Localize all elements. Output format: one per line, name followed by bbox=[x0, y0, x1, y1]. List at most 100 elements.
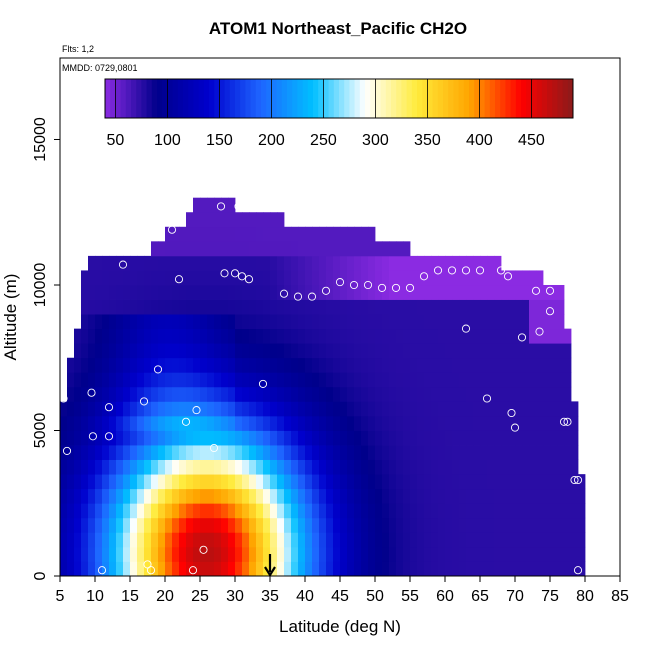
heat-cell bbox=[494, 474, 502, 490]
colorbar-segment bbox=[297, 79, 304, 118]
heat-cell bbox=[123, 430, 131, 446]
heat-cell bbox=[235, 401, 243, 417]
heat-cell bbox=[361, 445, 369, 460]
colorbar-segment bbox=[557, 79, 564, 118]
heat-cell bbox=[277, 401, 285, 417]
heat-cell bbox=[235, 241, 243, 257]
heat-cell bbox=[305, 415, 313, 431]
flights-note: Flts: 1,2 bbox=[62, 44, 94, 54]
heat-cell bbox=[550, 503, 558, 519]
heat-cell bbox=[158, 517, 166, 533]
sample-point bbox=[510, 423, 520, 432]
heat-cell bbox=[403, 401, 411, 417]
heat-cell bbox=[95, 314, 103, 330]
heat-cell bbox=[221, 299, 229, 315]
sample-point bbox=[531, 286, 541, 295]
heat-cell bbox=[382, 430, 390, 446]
heat-cell bbox=[60, 415, 68, 431]
heat-cell bbox=[123, 386, 131, 402]
heat-cell bbox=[375, 343, 383, 359]
heat-cell bbox=[186, 474, 194, 490]
heat-cell bbox=[361, 517, 369, 533]
heat-cell bbox=[417, 561, 425, 577]
heat-cell bbox=[207, 386, 215, 402]
heat-cell bbox=[193, 212, 201, 228]
heat-cell bbox=[361, 241, 369, 257]
heat-cell bbox=[452, 532, 460, 548]
heat-cell bbox=[298, 488, 306, 504]
heat-cell bbox=[186, 255, 194, 271]
heat-cell bbox=[109, 546, 117, 562]
heat-cell bbox=[347, 299, 355, 315]
heat-cell bbox=[473, 372, 481, 388]
heat-cell bbox=[256, 328, 264, 344]
heat-cell bbox=[179, 532, 187, 548]
colorbar-segment bbox=[167, 79, 174, 118]
heat-cell bbox=[459, 255, 467, 271]
heat-cell bbox=[508, 372, 516, 388]
heat-cell bbox=[263, 284, 271, 300]
heat-cell bbox=[88, 255, 96, 271]
heat-cell bbox=[242, 284, 250, 300]
heat-cell bbox=[214, 255, 222, 271]
heat-cell bbox=[270, 343, 278, 359]
heat-cell bbox=[228, 357, 236, 373]
heat-cell bbox=[326, 255, 334, 271]
heat-cell bbox=[333, 546, 341, 562]
heat-cell bbox=[277, 532, 285, 548]
heat-cell bbox=[291, 372, 299, 388]
heat-cell bbox=[375, 517, 383, 533]
heat-cell bbox=[151, 445, 159, 460]
colorbar-segment bbox=[193, 79, 200, 118]
heat-cell bbox=[361, 328, 369, 344]
heat-cell bbox=[382, 561, 390, 577]
heat-cell bbox=[123, 532, 131, 548]
heat-cell bbox=[60, 474, 68, 490]
heat-cell bbox=[116, 357, 124, 373]
heat-cell bbox=[480, 255, 488, 271]
heat-cell bbox=[242, 357, 250, 373]
heat-cell bbox=[109, 372, 117, 388]
heat-cell bbox=[487, 255, 495, 271]
heat-cell bbox=[95, 532, 103, 548]
heat-cell bbox=[179, 314, 187, 330]
heat-cell bbox=[382, 386, 390, 402]
heat-cell bbox=[165, 517, 173, 533]
heat-cell bbox=[333, 401, 341, 417]
heat-cell bbox=[487, 517, 495, 533]
heat-cell bbox=[88, 270, 96, 286]
heat-cell bbox=[487, 270, 495, 286]
heat-cell bbox=[263, 532, 271, 548]
heat-cell bbox=[438, 343, 446, 359]
heat-cell bbox=[88, 314, 96, 330]
heat-cell bbox=[172, 241, 180, 257]
colorbar-segment bbox=[489, 79, 496, 118]
heat-cell bbox=[543, 430, 551, 446]
heat-cell bbox=[144, 517, 152, 533]
heat-cell bbox=[151, 517, 159, 533]
heat-cell bbox=[431, 459, 439, 475]
heat-cell bbox=[529, 459, 537, 475]
heat-cell bbox=[151, 386, 159, 402]
heat-cell bbox=[235, 546, 243, 562]
heat-cell bbox=[130, 445, 138, 460]
heat-cell bbox=[529, 372, 537, 388]
heat-cell bbox=[102, 503, 110, 519]
colorbar-segment bbox=[479, 79, 486, 118]
heat-cell bbox=[214, 415, 222, 431]
colorbar-segment bbox=[391, 79, 397, 118]
heat-cell bbox=[158, 284, 166, 300]
heat-cell bbox=[249, 532, 257, 548]
heat-cell bbox=[459, 415, 467, 431]
heat-cell bbox=[326, 328, 334, 344]
heat-cell bbox=[130, 328, 138, 344]
colorbar-segment bbox=[411, 79, 418, 118]
heat-cell bbox=[564, 445, 572, 460]
sample-point bbox=[545, 307, 555, 316]
heat-cell bbox=[95, 430, 103, 446]
heat-cell bbox=[284, 241, 292, 257]
sample-point bbox=[573, 475, 583, 485]
heat-cell bbox=[410, 517, 418, 533]
heat-cell bbox=[235, 415, 243, 431]
heat-cell bbox=[480, 430, 488, 446]
